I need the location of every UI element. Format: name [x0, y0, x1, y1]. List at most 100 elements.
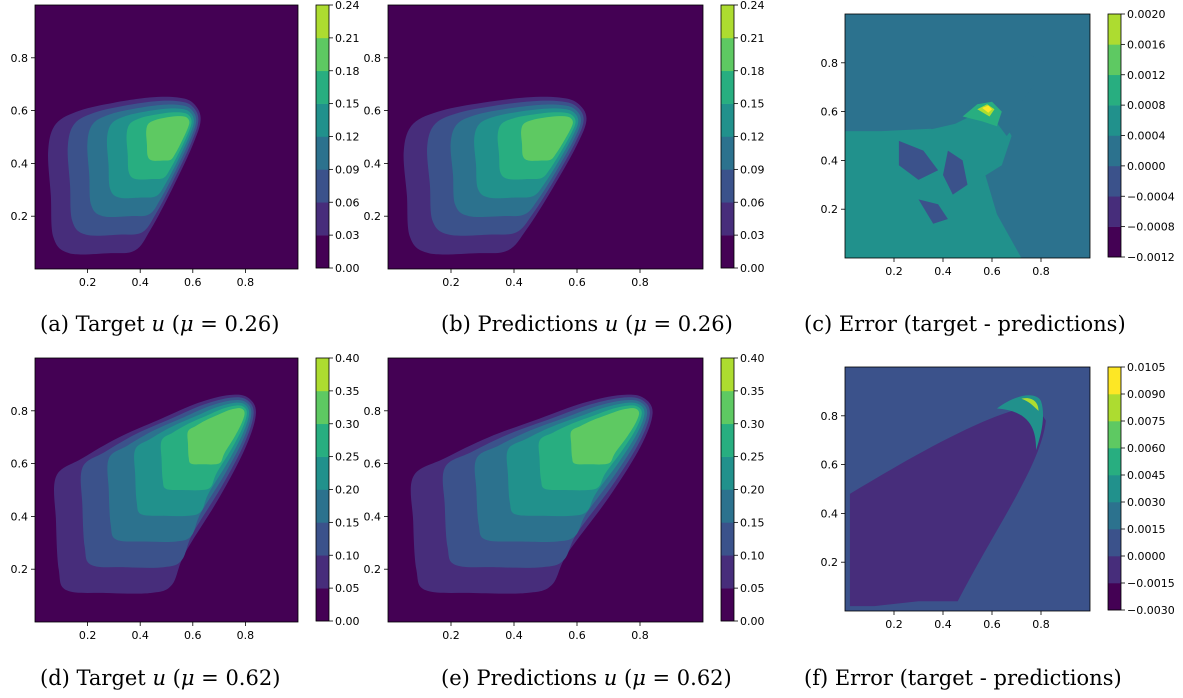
y-tick-label: 0.8	[364, 52, 382, 65]
x-tick-label: 0.6	[568, 276, 586, 289]
colorbar-tick-label: 0.20	[335, 484, 360, 497]
error-band-pos	[923, 111, 1012, 178]
colorbar-tick-label: 0.40	[335, 352, 360, 365]
colorbar-segment	[721, 390, 734, 425]
colorbar-tick-label: 0.25	[335, 451, 360, 464]
contour-band-6	[187, 408, 245, 465]
colorbar-tick-label: 0.21	[335, 32, 360, 45]
x-tick-label: 0.8	[237, 276, 255, 289]
colorbar-segment	[721, 202, 734, 236]
axes-c: 0.2 0.4 0.6 0.8 0.2 0.4 0.6 0.8	[821, 13, 1091, 278]
x-tick-label: 0.8	[1032, 618, 1050, 631]
colorbar-segment	[1108, 226, 1121, 258]
y-tick-label: 0.2	[364, 210, 382, 223]
plot-frame	[34, 4, 299, 270]
colorbar-segment	[1108, 196, 1121, 227]
colorbar-segment	[1108, 583, 1121, 611]
colorbar-segment	[316, 555, 329, 589]
colorbar-tick-label: 0.00	[740, 262, 765, 275]
colorbar-segment	[1108, 105, 1121, 136]
colorbar-segment	[721, 169, 734, 203]
colorbar-segment	[721, 423, 734, 457]
colorbar-e: 0.00 0.05 0.10 0.15 0.20 0.25 0.30 0.35 0.40	[720, 352, 765, 628]
x-tick-label: 0.2	[885, 618, 903, 631]
axes-a: 0.2 0.4 0.6 0.8 0.2 0.4 0.6 0.8	[11, 4, 299, 289]
x-tick-label: 0.6	[983, 618, 1001, 631]
y-tick-label: 0.8	[364, 405, 382, 418]
y-tick-label: 0.2	[364, 563, 382, 576]
colorbar-tick-label: 0.15	[335, 98, 360, 111]
x-tick-label: 0.4	[131, 276, 149, 289]
colorbar-segment	[316, 522, 329, 556]
colorbar-tick-label: 0.00	[335, 262, 360, 275]
colorbar-segment	[1108, 421, 1121, 449]
colorbar-tick-label: 0.03	[740, 229, 765, 242]
colorbar-segment	[316, 390, 329, 425]
x-tick-label: 0.8	[631, 276, 649, 289]
error-band-neg	[849, 406, 1046, 607]
contour-field-f	[845, 367, 1090, 611]
colorbar-segment	[721, 358, 734, 392]
colorbar-tick-label: 0.0000	[1127, 550, 1166, 563]
x-tick-label: 0.6	[184, 276, 202, 289]
colorbar-tick-label: 0.0012	[1127, 69, 1166, 82]
contour-band-6	[570, 408, 640, 465]
colorbar-frame	[1107, 366, 1122, 611]
y-tick-label: 0.4	[821, 507, 839, 520]
colorbar-segment	[316, 5, 329, 39]
error-band-neg-a	[898, 140, 939, 180]
colorbar-segment	[316, 70, 329, 104]
colorbar-tick-label: 0.0020	[1127, 8, 1166, 21]
x-tick-label: 0.8	[1032, 265, 1050, 278]
colorbar-tick-label: 0.12	[740, 131, 765, 144]
colorbar-segment	[721, 489, 734, 523]
colorbar-segment	[316, 456, 329, 490]
colorbar-tick-label: 0.21	[740, 32, 765, 45]
plot-frame	[844, 13, 1091, 259]
colorbar-segment	[1108, 135, 1121, 167]
colorbar-segment	[1108, 529, 1121, 557]
plot-frame	[387, 4, 704, 270]
axes-f: 0.2 0.4 0.6 0.8 0.2 0.4 0.6 0.8	[821, 366, 1091, 631]
y-tick-label: 0.2	[11, 563, 29, 576]
plot-frame	[844, 366, 1091, 612]
colorbar-tick-label: 0.0008	[1127, 99, 1166, 112]
colorbar-tick-label: 0.30	[335, 418, 360, 431]
y-tick-label: 0.6	[821, 459, 839, 472]
colorbar-f: −0.0030 −0.0015 0.0000 0.0015 0.0030 0.0045 0.…	[1107, 361, 1175, 617]
colorbar-segment	[721, 5, 734, 39]
colorbar-tick-label: 0.0015	[1127, 523, 1166, 536]
colorbar-segment	[721, 456, 734, 490]
colorbar-tick-label: 0.30	[740, 418, 765, 431]
colorbar-tick-label: 0.0004	[1127, 130, 1166, 143]
colorbar-tick-label: 0.05	[335, 582, 360, 595]
colorbar-tick-label: 0.0000	[1127, 160, 1166, 173]
x-tick-label: 0.4	[505, 629, 523, 642]
x-tick-label: 0.8	[237, 629, 255, 642]
colorbar-tick-label: −0.0004	[1127, 190, 1175, 203]
y-tick-label: 0.8	[11, 52, 29, 65]
colorbar-tick-label: 0.18	[335, 65, 360, 78]
colorbar-segment	[316, 169, 329, 203]
x-tick-label: 0.2	[442, 629, 460, 642]
y-tick-label: 0.4	[364, 510, 382, 523]
x-tick-label: 0.6	[568, 629, 586, 642]
colorbar-tick-label: −0.0015	[1127, 577, 1175, 590]
colorbar-tick-label: 0.05	[740, 582, 765, 595]
contour-field-a	[35, 5, 298, 269]
colorbar-segment	[316, 423, 329, 457]
colorbar-segment	[1108, 165, 1121, 197]
colorbar-segment	[1108, 475, 1121, 503]
colorbar-tick-label: 0.06	[740, 196, 765, 209]
colorbar-tick-label: 0.00	[335, 615, 360, 628]
x-tick-label: 0.8	[631, 629, 649, 642]
colorbar-segment	[721, 37, 734, 72]
colorbar-segment	[1108, 502, 1121, 530]
x-tick-label: 0.6	[983, 265, 1001, 278]
colorbar-tick-label: 0.35	[335, 385, 360, 398]
colorbar-segment	[721, 70, 734, 104]
colorbar-tick-label: 0.09	[335, 163, 360, 176]
colorbar-segment	[316, 136, 329, 170]
colorbar-tick-label: −0.0030	[1127, 604, 1175, 617]
